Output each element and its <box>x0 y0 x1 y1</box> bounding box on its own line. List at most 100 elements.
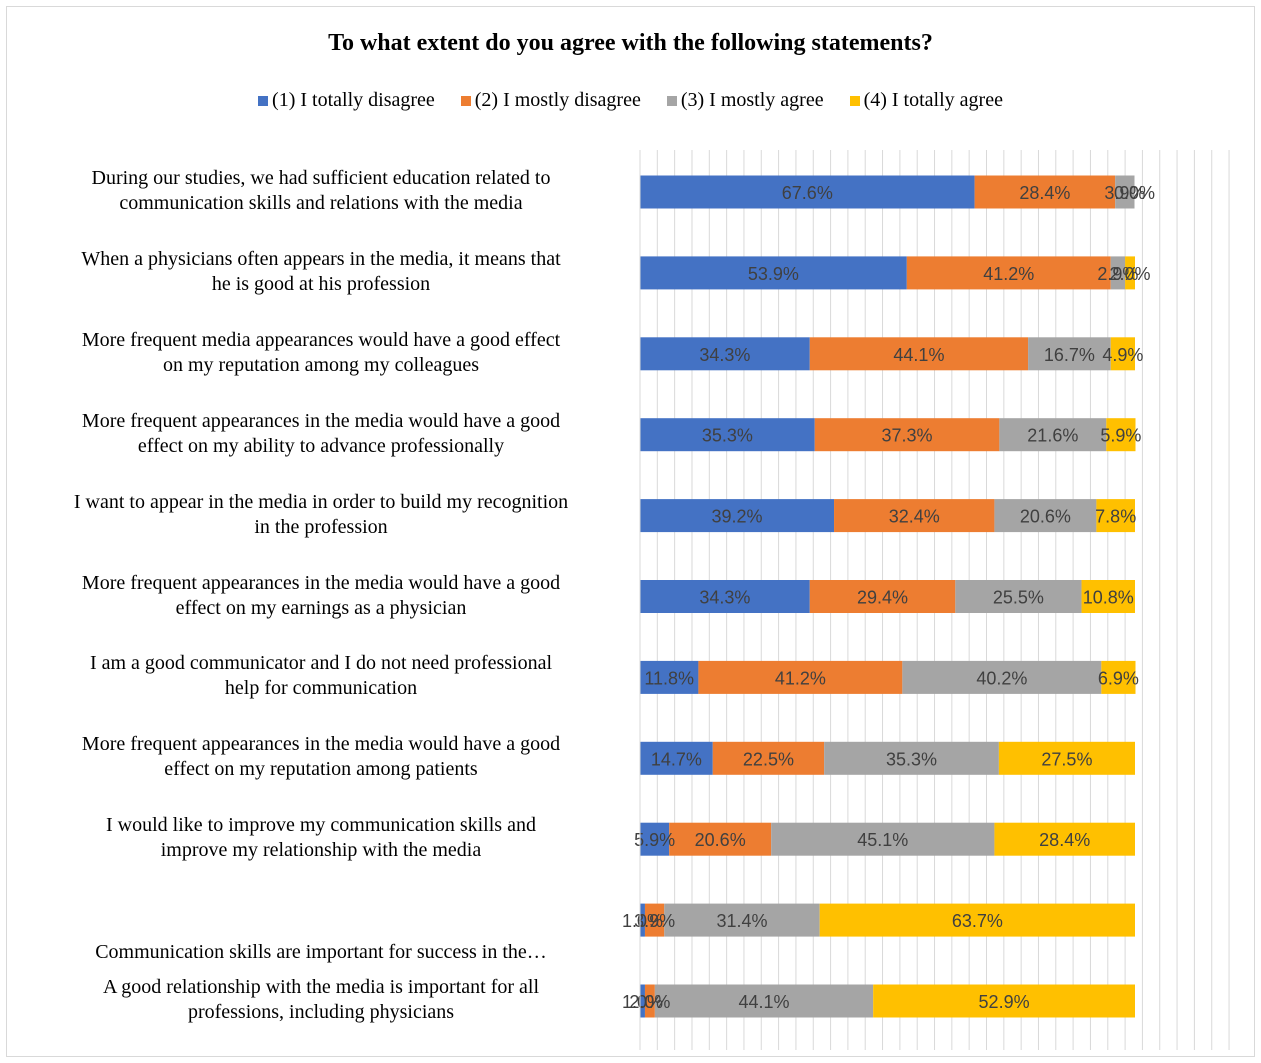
category-label: More frequent appearances in the media w… <box>81 571 561 619</box>
data-label: 31.4% <box>716 911 767 931</box>
data-label: 3.9% <box>1104 183 1145 203</box>
data-label: 2.0% <box>629 992 670 1012</box>
data-label: 20.6% <box>695 830 746 850</box>
data-label: 45.1% <box>857 830 908 850</box>
bar-2-i-mostly-disagree-row-8 <box>712 741 825 775</box>
legend-label: (2) I mostly disagree <box>474 89 641 111</box>
data-label: 27.5% <box>1041 749 1092 769</box>
bar-4-i-totally-agree-row-7 <box>1101 660 1136 694</box>
data-label: 10.8% <box>1083 588 1134 608</box>
bar-1-i-totally-disagree-row-10 <box>640 903 645 937</box>
bar-3-i-mostly-agree-row-7 <box>902 660 1102 694</box>
bar-4-i-totally-agree-row-2 <box>1125 256 1135 290</box>
data-label: 11.8% <box>644 668 694 688</box>
bar-1-i-totally-disagree-row-5 <box>640 499 835 533</box>
chart-legend: (1) I totally disagree (2) I mostly disa… <box>0 89 1261 112</box>
bar-4-i-totally-agree-row-8 <box>998 741 1135 775</box>
bar-3-i-mostly-agree-row-6 <box>955 580 1082 613</box>
data-label: 2.9% <box>1097 264 1138 284</box>
category-label: During our studies, we had sufficient ed… <box>91 167 551 214</box>
data-label: 25.5% <box>993 588 1044 608</box>
bar-3-i-mostly-agree-row-3 <box>1028 337 1111 371</box>
bar-4-i-totally-agree-row-3 <box>1110 337 1135 371</box>
data-label: 5.9% <box>634 830 675 850</box>
data-label: 67.6% <box>782 183 833 203</box>
bar-4-i-totally-agree-row-4 <box>1106 418 1136 452</box>
bar-4-i-totally-agree-row-9 <box>994 822 1135 856</box>
data-label: 39.2% <box>711 507 762 527</box>
data-label: 44.1% <box>738 992 789 1012</box>
data-label: 35.3% <box>702 426 753 446</box>
category-label: I want to appear in the media in order t… <box>73 490 569 538</box>
legend-item-totally-agree: (4) I totally agree <box>849 89 1003 112</box>
bar-1-i-totally-disagree-row-1 <box>640 175 975 209</box>
category-label: I am a good communicator and I do not ne… <box>89 652 553 700</box>
data-label: 14.7% <box>651 749 702 769</box>
data-label: 40.2% <box>976 668 1027 688</box>
legend-swatch <box>460 95 471 106</box>
data-label: 63.7% <box>952 911 1003 931</box>
data-label: 41.2% <box>775 668 826 688</box>
category-label: A good relationship with the media is im… <box>102 976 540 1023</box>
bar-1-i-totally-disagree-row-2 <box>640 256 907 290</box>
data-label: 34.3% <box>699 588 750 608</box>
bars <box>640 175 1136 1018</box>
data-label: 35.3% <box>886 749 937 769</box>
legend-item-mostly-agree: (3) I mostly agree <box>666 89 824 112</box>
legend-item-totally-disagree: (1) I totally disagree <box>258 89 435 112</box>
legend-label: (1) I totally disagree <box>272 89 435 111</box>
bar-2-i-mostly-disagree-row-3 <box>809 337 1029 371</box>
legend-swatch <box>849 95 860 106</box>
bar-2-i-mostly-disagree-row-11 <box>644 984 655 1018</box>
data-label: 7.8% <box>1095 507 1136 527</box>
bar-3-i-mostly-agree-row-5 <box>994 499 1097 533</box>
data-label: 16.7% <box>1044 345 1095 365</box>
bar-2-i-mostly-disagree-row-1 <box>974 175 1116 209</box>
bar-3-i-mostly-agree-row-8 <box>824 741 999 775</box>
bar-4-i-totally-agree-row-10 <box>819 903 1135 937</box>
bar-3-i-mostly-agree-row-4 <box>999 418 1107 452</box>
bar-3-i-mostly-agree-row-11 <box>654 984 874 1018</box>
bar-2-i-mostly-disagree-row-4 <box>814 418 1000 452</box>
data-label: 29.4% <box>857 588 908 608</box>
data-label: 1.0% <box>622 992 663 1012</box>
category-label: More frequent media appearances would ha… <box>81 328 561 376</box>
data-label: 1.0% <box>622 911 663 931</box>
bar-1-i-totally-disagree-row-3 <box>640 337 810 371</box>
bar-2-i-mostly-disagree-row-5 <box>834 499 995 533</box>
data-label: 22.5% <box>743 749 794 769</box>
bar-4-i-totally-agree-row-5 <box>1096 499 1135 533</box>
data-label: 3.9% <box>634 911 675 931</box>
data-label: 20.6% <box>1020 507 1071 527</box>
bar-2-i-mostly-disagree-row-9 <box>669 822 772 856</box>
legend-label: (4) I totally agree <box>863 89 1003 111</box>
bar-3-i-mostly-agree-row-10 <box>664 903 820 937</box>
bar-1-i-totally-disagree-row-8 <box>640 741 713 775</box>
bar-1-i-totally-disagree-row-9 <box>640 822 670 856</box>
data-label: 34.3% <box>699 345 750 365</box>
data-label: 32.4% <box>889 507 940 527</box>
chart-title: To what extent do you agree with the fol… <box>328 30 933 56</box>
data-label: 52.9% <box>979 992 1030 1012</box>
data-label: 28.4% <box>1039 830 1090 850</box>
bar-3-i-mostly-agree-row-1 <box>1115 175 1135 209</box>
bar-1-i-totally-disagree-row-4 <box>640 418 815 452</box>
bar-1-i-totally-disagree-row-6 <box>640 580 810 613</box>
bar-3-i-mostly-agree-row-9 <box>771 822 995 856</box>
data-label: 5.9% <box>1100 426 1141 446</box>
data-label: 21.6% <box>1027 426 1078 446</box>
legend-swatch <box>666 95 677 106</box>
legend-item-mostly-disagree: (2) I mostly disagree <box>460 89 641 112</box>
bar-2-i-mostly-disagree-row-2 <box>906 256 1111 290</box>
category-label: When a physicians often appears in the m… <box>81 247 561 295</box>
category-label: I would like to improve my communication… <box>106 814 536 862</box>
bar-2-i-mostly-disagree-row-6 <box>809 580 956 613</box>
bar-4-i-totally-agree-row-11 <box>873 984 1135 1018</box>
data-label: 53.9% <box>748 264 799 284</box>
data-label: 28.4% <box>1019 183 1070 203</box>
data-label: 2.0% <box>1110 264 1151 284</box>
data-label: 4.9% <box>1102 345 1143 365</box>
category-label: More frequent appearances in the media w… <box>81 733 561 781</box>
data-label: 37.3% <box>882 426 933 446</box>
